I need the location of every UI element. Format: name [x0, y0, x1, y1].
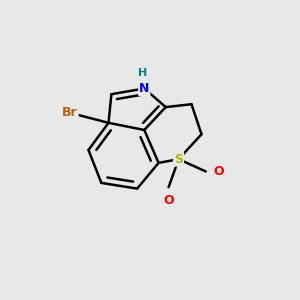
Text: H: H [138, 68, 148, 78]
Text: O: O [213, 165, 224, 178]
Text: S: S [174, 153, 183, 166]
Text: N: N [139, 82, 149, 95]
Text: Br: Br [62, 106, 78, 119]
Text: O: O [163, 194, 174, 207]
